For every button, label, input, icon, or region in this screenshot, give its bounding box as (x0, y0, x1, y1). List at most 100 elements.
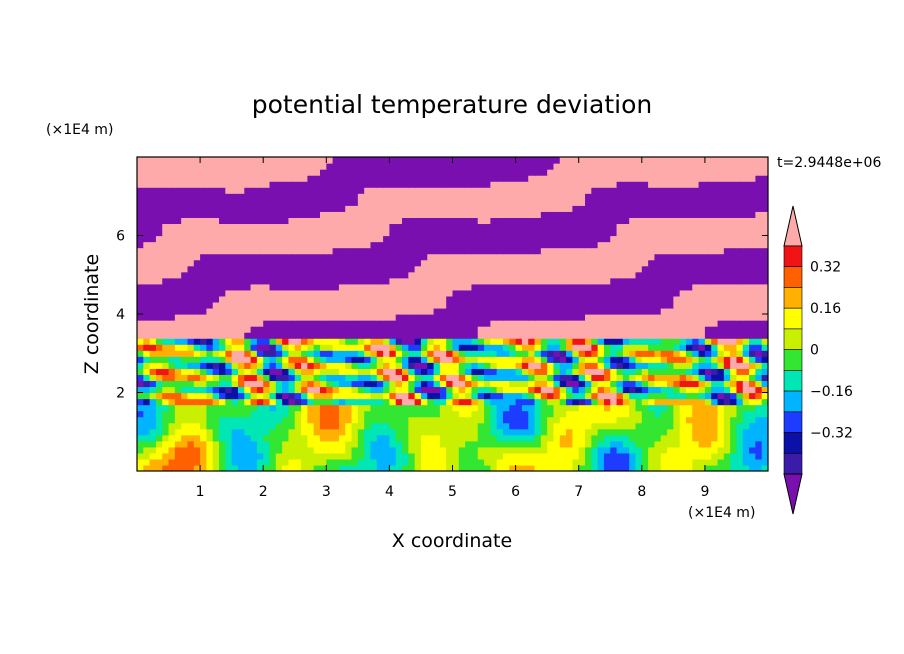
contour-cell (414, 289, 422, 297)
contour-cell (742, 326, 750, 333)
contour-cell (351, 259, 359, 267)
contour-cell (484, 247, 491, 255)
contour-cell (622, 362, 630, 369)
contour-cell (723, 362, 731, 369)
contour-cell (231, 301, 239, 309)
contour-cell (635, 362, 643, 369)
contour-cell (414, 277, 422, 285)
contour-cell (294, 241, 302, 249)
contour-cell (685, 295, 693, 303)
contour-cell (465, 464, 473, 471)
contour-cell (673, 452, 681, 460)
contour-cell (502, 253, 510, 261)
contour-cell (736, 320, 744, 327)
contour-cell (162, 428, 170, 436)
contour-cell (742, 434, 750, 442)
contour-cell (383, 307, 390, 315)
contour-cell (585, 344, 592, 351)
contour-cell (685, 211, 693, 218)
contour-cell (597, 332, 605, 339)
contour-cell (345, 295, 353, 303)
contour-cell (137, 199, 144, 206)
contour-cell (351, 386, 359, 394)
contour-cell (250, 247, 258, 255)
contour-cell (181, 247, 189, 255)
contour-cell (237, 229, 245, 237)
contour-cell (673, 301, 681, 309)
contour-cell (622, 223, 630, 231)
contour-cell (143, 446, 151, 454)
contour-cell (414, 199, 422, 206)
contour-cell (383, 277, 390, 285)
contour-cell (521, 193, 529, 200)
contour-cell (231, 392, 239, 400)
contour-cell (730, 404, 738, 412)
contour-cell (528, 404, 536, 412)
contour-cell (685, 440, 693, 448)
contour-cell (755, 440, 763, 448)
contour-cell (660, 362, 668, 369)
contour-cell (761, 259, 768, 267)
contour-cell (591, 386, 599, 394)
contour-cell (301, 211, 308, 218)
contour-cell (648, 458, 656, 466)
contour-cell (540, 187, 548, 194)
contour-cell (471, 404, 479, 412)
contour-cell (679, 404, 687, 412)
contour-cell (244, 320, 252, 327)
contour-cell (610, 464, 618, 471)
contour-cell (269, 169, 277, 176)
contour-cell (338, 356, 346, 363)
contour-cell (629, 386, 637, 394)
contour-cell (155, 181, 163, 188)
contour-cell (376, 259, 384, 267)
contour-cell (326, 326, 334, 333)
contour-cell (294, 404, 302, 412)
contour-cell (484, 307, 491, 315)
contour-cell (572, 386, 580, 394)
contour-cell (143, 422, 151, 430)
contour-cell (730, 326, 738, 333)
contour-cell (402, 452, 409, 460)
contour-cell (667, 241, 674, 249)
contour-cell (231, 211, 239, 218)
contour-cell (263, 241, 271, 249)
contour-cell (685, 416, 693, 424)
contour-cell (540, 265, 548, 273)
contour-cell (433, 356, 441, 363)
contour-cell (685, 235, 693, 243)
contour-cell (591, 464, 599, 471)
contour-cell (225, 283, 233, 291)
contour-cell (723, 277, 731, 285)
contour-cell (338, 338, 346, 345)
contour-cell (641, 416, 649, 424)
contour-cell (332, 277, 340, 285)
contour-cell (263, 434, 271, 442)
contour-cell (723, 175, 731, 182)
contour-cell (282, 410, 290, 418)
contour-cell (149, 283, 157, 291)
contour-cell (685, 259, 693, 267)
contour-cell (717, 416, 725, 424)
contour-cell (193, 326, 201, 333)
contour-cell (603, 320, 611, 327)
contour-cell (723, 344, 731, 351)
contour-cell (244, 301, 252, 309)
contour-cell (458, 277, 466, 285)
contour-cell (610, 332, 618, 339)
contour-cell (414, 241, 422, 249)
contour-cell (755, 320, 763, 327)
contour-cell (338, 344, 346, 351)
contour-cell (723, 452, 731, 460)
contour-cell (364, 314, 372, 321)
contour-cell (187, 440, 195, 448)
contour-cell (698, 428, 706, 436)
contour-cell (408, 452, 416, 460)
contour-cell (319, 271, 327, 279)
contour-cell (761, 247, 768, 255)
contour-cell (395, 458, 403, 466)
contour-cell (244, 446, 252, 454)
contour-cell (559, 259, 567, 267)
contour-cell (427, 277, 435, 285)
contour-cell (641, 344, 649, 351)
